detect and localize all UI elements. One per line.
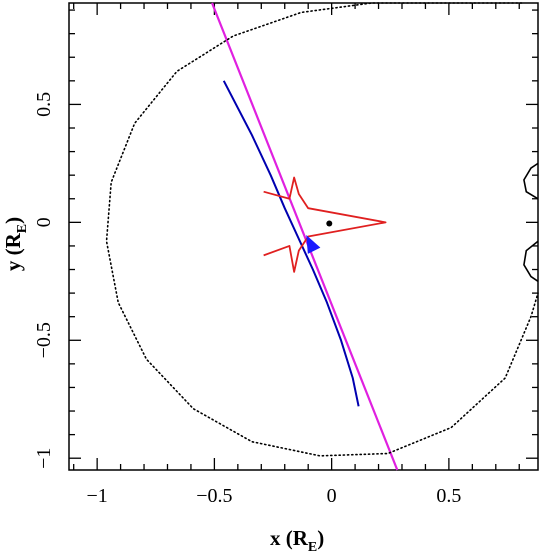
series-blue-track: [222, 80, 360, 407]
series-right-lobe: [523, 240, 539, 282]
y-tick-label: 0.5: [33, 92, 55, 117]
x-tick-label: −0.5: [196, 485, 232, 507]
plot-frame: [68, 2, 539, 471]
y-tick-label: −1: [33, 448, 55, 469]
y-tick-label: −0.5: [33, 322, 55, 358]
x-tick-label: −1: [86, 485, 107, 507]
series-magenta-line: [211, 2, 399, 471]
source-dot: [326, 220, 333, 227]
y-axis-title: y (RE): [1, 217, 30, 271]
series-red-caustic: [263, 176, 387, 273]
x-tick-label: 0.5: [436, 485, 461, 507]
series-dotted-critical-curve: [105, 2, 539, 457]
direction-arrow: [306, 234, 321, 254]
x-tick-label: 0: [327, 485, 337, 507]
series-right-lobe: [523, 162, 539, 200]
y-tick-label: 0: [33, 217, 55, 227]
x-axis-title: x (RE): [270, 526, 324, 555]
